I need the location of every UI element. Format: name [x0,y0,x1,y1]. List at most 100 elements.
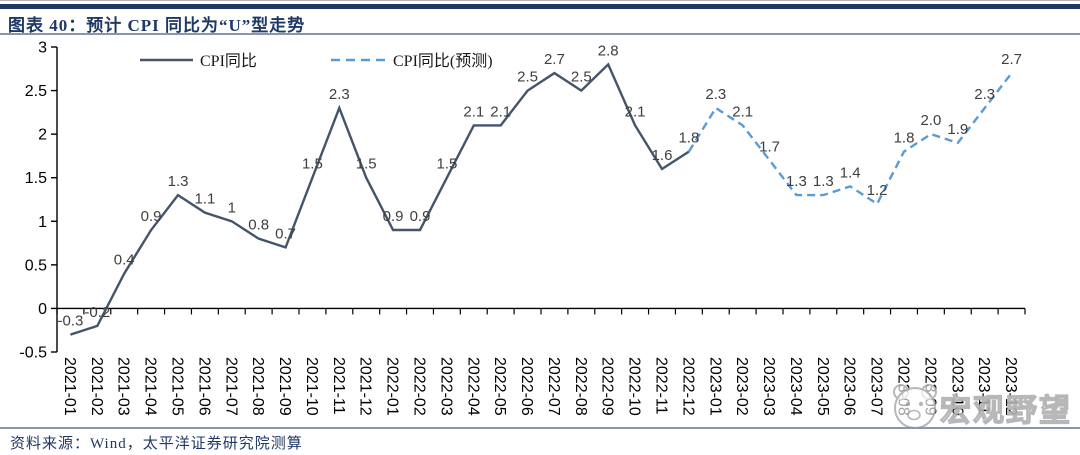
data-label: 1.4 [840,164,861,181]
x-tick-label: 2023-04 [787,357,804,416]
y-tick-label: 0 [38,301,47,318]
data-label: 1.3 [813,173,834,190]
data-label: 0.7 [275,225,296,242]
series-forecast-line [687,72,1013,206]
x-tick-label: 2021-03 [115,357,132,416]
x-tick-label: 2022-10 [626,357,643,416]
x-tick-label: 2022-11 [653,357,670,415]
y-tick-label: 3 [38,40,47,57]
y-tick-label: -0.5 [19,345,47,362]
data-label: 1.8 [678,130,699,147]
x-tick-label: 2021-10 [303,357,320,416]
data-label: 2.5 [517,69,538,86]
x-tick-label: 2023-01 [706,357,723,416]
x-tick-label: 2022-06 [518,357,535,416]
y-tick-label: 1 [38,214,47,231]
data-label: 2.5 [571,69,592,86]
data-label: 2.7 [1001,51,1022,68]
x-tick-label: 2022-09 [599,357,616,416]
title-divider [0,33,1080,35]
x-tick-label: 2021-11 [330,357,347,415]
data-label: 0.9 [141,208,162,225]
x-tick-label: 2022-07 [545,357,562,416]
x-tick-label: 2023-03 [760,357,777,416]
x-tick-label: 2023-12 [1002,357,1019,416]
data-label: -0.3 [57,313,83,330]
data-label: 1.9 [947,121,968,138]
x-tick-label: 2022-01 [384,357,401,416]
data-label: 2.3 [705,86,726,103]
x-tick-label: 2023-05 [814,357,831,416]
data-label: 2.8 [598,42,619,59]
footer-divider [0,427,1080,429]
x-tick-label: 2021-06 [195,357,212,416]
x-tick-label: 2023-02 [733,357,750,416]
data-label: 2.7 [544,51,565,68]
x-tick-labels: 2021-01 2021-02 2021-03 2021-04 2021-05 2021-… [61,357,1019,416]
data-label: 2.1 [625,103,646,120]
x-tick-label: 2022-05 [491,357,508,416]
data-label: 1.5 [436,156,457,173]
x-tick-label: 2022-04 [464,357,481,416]
x-tick-label: 2021-07 [222,357,239,416]
data-label: 0.4 [114,252,135,269]
data-label: 0.9 [383,208,404,225]
x-tick-label: 2021-02 [88,357,105,416]
legend: CPI同比 CPI同比(预测) [140,52,493,70]
x-tick-label: 2023-10 [948,357,965,416]
x-tick-label: 2021-09 [276,357,293,416]
axes: 3 2.5 2 1.5 1 0.5 0 -0.5 [19,40,1026,362]
y-tick-label: 2 [38,127,47,144]
data-label: 2.1 [490,103,511,120]
data-label: 1.5 [302,156,323,173]
x-tick-label: 2022-02 [411,357,428,416]
data-label: 1.5 [356,156,377,173]
x-tick-label: 2021-05 [169,357,186,416]
x-tick-label: 2022-03 [437,357,454,416]
top-hairline [0,0,1080,1]
data-label: 1.3 [786,173,807,190]
data-label: 2.3 [974,86,995,103]
x-tick-label: 2021-12 [357,357,374,416]
x-tick-label: 2022-12 [679,357,696,416]
panda-face-icon [894,387,936,429]
data-label: 1.3 [168,173,189,190]
x-tick-label: 2023-07 [868,357,885,416]
y-tick-label: 1.5 [25,170,47,187]
data-label: 1.6 [652,147,673,164]
panda-eye-icon [905,401,911,407]
data-label: 2.0 [920,112,941,129]
watermark: 宏观野望 [893,384,1072,429]
panda-mouth-icon [907,409,921,421]
x-tick-label: 2023-11 [975,357,992,415]
x-tick-label: 2021-01 [61,357,78,416]
legend-forecast-label: CPI同比(预测) [393,52,493,70]
data-label: 2.1 [463,103,484,120]
accent-bar [0,4,1080,9]
data-label: 0.8 [248,217,269,234]
data-label: 1 [228,199,236,216]
data-label: 1.8 [894,130,915,147]
y-tick-label: 2.5 [25,83,47,100]
figure-title: 图表 40：预计 CPI 同比为“U”型走势 [8,16,306,35]
data-labels: -0.3-0.2 0.4 0.9 1.3 1.1 1 0.8 0.7 1.5 2.3 1.5 0.9 0… [57,42,1022,329]
data-label: 1.1 [194,191,215,208]
data-label: -0.2 [84,304,110,321]
data-label: 1.2 [867,182,888,199]
x-tick-label: 2021-08 [249,357,266,416]
legend-actual-label: CPI同比 [200,52,257,70]
source-note: 资料来源：Wind，太平洋证券研究院测算 [10,436,303,452]
data-label: 1.7 [759,138,780,155]
data-label: 2.1 [732,103,753,120]
x-tick-label: 2023-06 [841,357,858,416]
data-label: 0.9 [410,208,431,225]
watermark-text: 宏观野望 [940,393,1072,428]
panda-eye-icon [918,401,924,407]
series-actual-line [70,62,690,336]
x-tick-label: 2022-08 [572,357,589,416]
x-tick-label: 2021-04 [142,357,159,416]
y-tick-label: 0.5 [25,257,47,274]
data-label: 2.3 [329,86,350,103]
